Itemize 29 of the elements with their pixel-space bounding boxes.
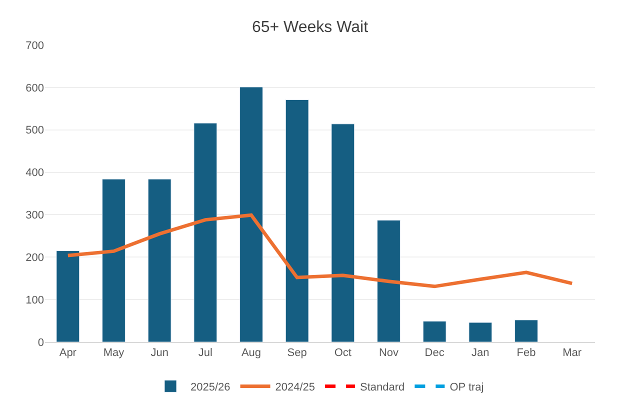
- x-tick-label: Feb: [516, 347, 536, 360]
- legend-label: Standard: [360, 381, 405, 394]
- x-tick-label: Jan: [472, 347, 490, 360]
- line-series: [66, 213, 574, 288]
- y-tick-label: 600: [26, 82, 44, 94]
- chart-title: 65+ Weeks Wait: [252, 18, 369, 36]
- x-tick-label: Jul: [198, 347, 212, 360]
- y-tick-label: 100: [26, 294, 44, 306]
- y-tick-label: 0: [38, 336, 44, 349]
- y-tick-label: 700: [26, 40, 44, 52]
- legend-label: 2025/26: [190, 381, 230, 394]
- y-tick-label: 200: [26, 252, 44, 264]
- y-tick-label: 500: [26, 124, 44, 137]
- bar: [468, 322, 492, 342]
- x-tick-label: Nov: [378, 347, 400, 360]
- x-tick-label: Oct: [334, 347, 352, 360]
- x-tick-label: Jun: [150, 347, 168, 360]
- x-tick-label: Mar: [562, 347, 582, 360]
- x-tick-label: Apr: [59, 347, 77, 360]
- y-tick-label: 400: [26, 167, 44, 180]
- x-tick-label: Dec: [424, 347, 445, 360]
- x-tick-label: May: [103, 347, 125, 360]
- x-tick-label: Sep: [287, 347, 307, 360]
- y-tick-label: 300: [26, 210, 44, 222]
- x-tick-label: Aug: [241, 347, 262, 360]
- bar: [422, 320, 446, 342]
- legend-label: 2024/25: [275, 381, 316, 394]
- bar: [514, 320, 538, 342]
- legend-label: OP traj: [450, 381, 484, 394]
